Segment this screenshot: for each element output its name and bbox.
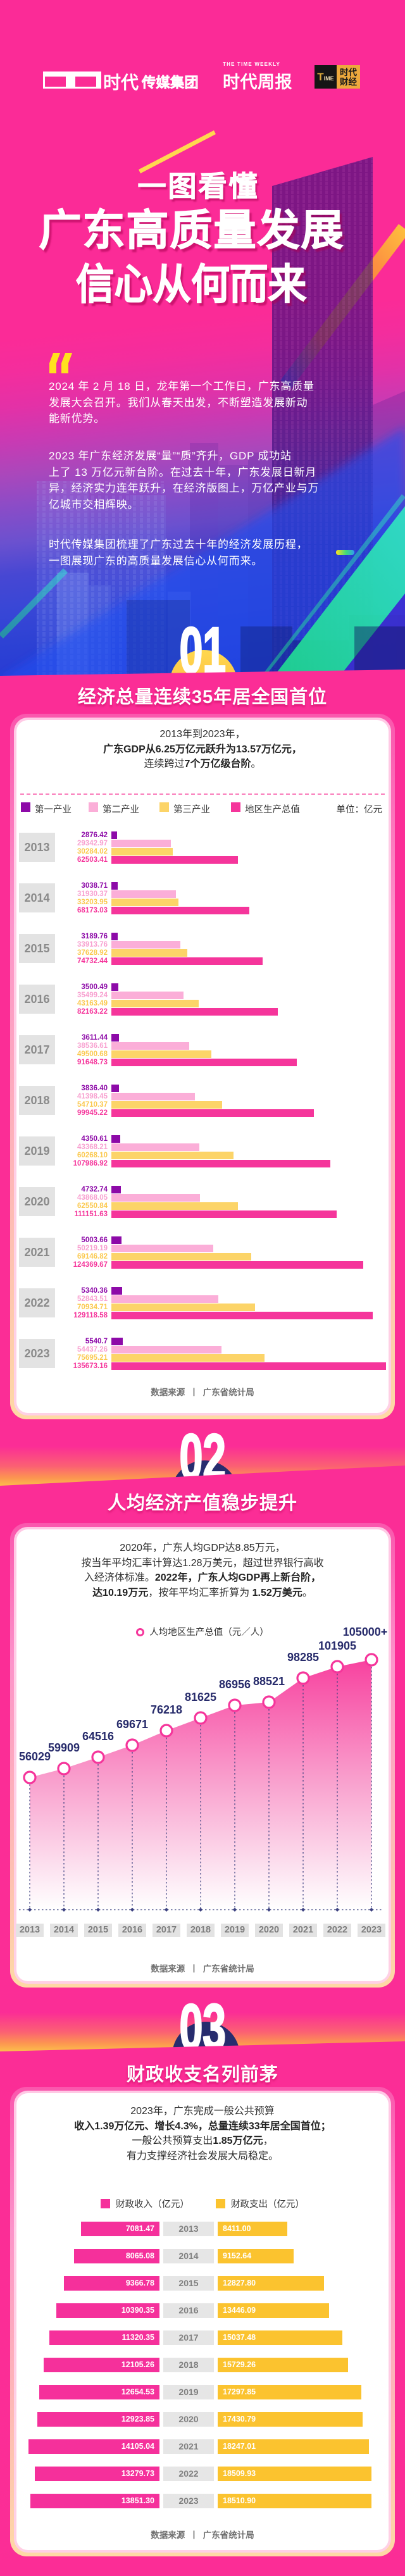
svg-text:76218: 76218 (151, 1703, 182, 1716)
svg-text:59909: 59909 (48, 1741, 80, 1754)
svg-text:81625: 81625 (185, 1691, 216, 1703)
svg-text:56029: 56029 (19, 1750, 51, 1763)
svg-text:69671: 69671 (116, 1718, 148, 1731)
svg-text:88521: 88521 (253, 1675, 285, 1688)
svg-text:101905: 101905 (318, 1640, 356, 1652)
svg-text:64516: 64516 (82, 1730, 114, 1743)
svg-text:86956: 86956 (219, 1678, 251, 1691)
svg-text:98285: 98285 (287, 1651, 319, 1664)
svg-text:105000+: 105000+ (343, 1626, 388, 1638)
